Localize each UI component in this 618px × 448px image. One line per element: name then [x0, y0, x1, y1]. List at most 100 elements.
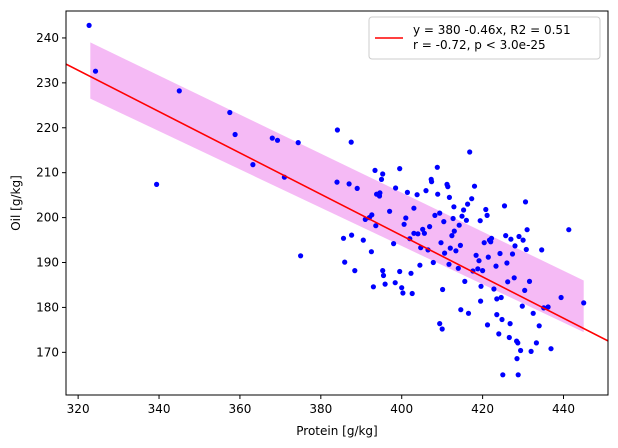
data-point — [536, 323, 542, 329]
data-point — [539, 247, 545, 253]
data-point — [369, 212, 375, 218]
data-point — [380, 171, 386, 177]
data-point — [511, 275, 517, 281]
data-point — [512, 243, 518, 249]
data-point — [520, 237, 526, 243]
data-point — [417, 262, 423, 268]
data-point — [227, 109, 233, 116]
data-point — [269, 135, 275, 141]
data-point — [403, 215, 409, 221]
fit-line-layer — [66, 63, 608, 342]
x-tick-label: 400 — [390, 402, 413, 416]
data-point — [445, 184, 451, 190]
x-tick-label: 440 — [552, 402, 575, 416]
data-point — [415, 231, 421, 237]
y-axis-ticks: 170 180 190 200 210 220 230 240 — [36, 31, 66, 359]
confidence-band-layer — [90, 42, 584, 333]
x-tick-label: 320 — [67, 402, 90, 416]
data-point — [370, 284, 376, 290]
data-point — [507, 321, 513, 327]
data-point — [451, 228, 457, 234]
y-tick-label: 200 — [36, 211, 59, 225]
legend-line-1: y = 380 -0.46x, R2 = 0.51 — [413, 23, 571, 37]
data-point — [414, 192, 420, 198]
data-point — [480, 268, 486, 274]
legend-line-2: r = -0.72, p < 3.0e-25 — [413, 38, 546, 52]
data-point — [497, 250, 503, 257]
data-point — [499, 316, 505, 323]
data-point — [298, 253, 304, 259]
data-point — [501, 203, 508, 209]
data-point — [469, 196, 475, 202]
data-point — [154, 181, 160, 187]
confidence-band — [90, 42, 584, 333]
plot-frame — [65, 10, 609, 396]
data-point — [427, 224, 433, 230]
data-point — [503, 233, 509, 239]
data-point — [440, 286, 446, 293]
y-tick-label: 210 — [36, 166, 59, 180]
data-point — [506, 334, 512, 341]
data-point — [421, 230, 427, 236]
data-point — [429, 179, 435, 185]
x-tick-label: 360 — [228, 402, 251, 416]
data-point — [441, 219, 447, 225]
y-axis-label: Oil [g/kg] — [9, 175, 23, 231]
data-point — [295, 140, 301, 146]
data-point — [462, 278, 468, 284]
data-point — [409, 290, 415, 297]
data-point — [483, 206, 489, 213]
x-tick-label: 380 — [309, 402, 332, 416]
data-point — [451, 204, 457, 210]
data-point — [439, 326, 445, 332]
x-axis-ticks: 320 340 360 380 400 420 440 — [67, 395, 575, 416]
data-point — [548, 346, 554, 352]
data-point — [446, 194, 452, 200]
data-point — [401, 221, 407, 227]
x-tick-label: 420 — [471, 402, 494, 416]
data-point — [465, 201, 471, 207]
data-point — [523, 246, 529, 253]
data-point — [481, 240, 487, 246]
data-point — [457, 242, 463, 248]
data-point — [346, 181, 352, 187]
data-point — [408, 270, 414, 276]
data-point — [456, 222, 462, 228]
data-point — [558, 294, 564, 301]
data-point — [334, 127, 340, 133]
legend-box — [368, 16, 601, 60]
y-tick-label: 230 — [36, 76, 59, 90]
data-point — [387, 208, 393, 214]
data-point — [372, 167, 378, 173]
data-point — [404, 189, 410, 195]
x-axis-label: Protein [g/kg] — [296, 424, 377, 438]
data-point — [437, 210, 443, 216]
data-point — [528, 348, 534, 354]
y-tick-label: 170 — [36, 345, 59, 359]
data-point — [382, 281, 388, 287]
data-point — [399, 285, 405, 291]
data-point — [411, 205, 417, 211]
data-point — [340, 235, 347, 241]
data-point — [420, 226, 426, 232]
data-point — [446, 261, 452, 267]
data-point — [516, 233, 522, 240]
data-point — [467, 149, 473, 155]
data-point — [430, 259, 436, 266]
data-point — [360, 237, 366, 243]
data-point — [485, 254, 491, 260]
data-point — [530, 310, 536, 316]
y-tick-label: 220 — [36, 121, 59, 135]
data-point — [509, 251, 516, 257]
data-point — [522, 287, 528, 293]
data-point — [250, 162, 256, 168]
data-point — [432, 212, 438, 218]
data-point — [526, 278, 533, 284]
data-point — [437, 321, 443, 327]
regression-line — [66, 63, 608, 342]
data-point — [438, 240, 444, 246]
data-point — [352, 268, 358, 274]
data-point — [348, 139, 354, 145]
data-points-layer — [86, 22, 587, 378]
